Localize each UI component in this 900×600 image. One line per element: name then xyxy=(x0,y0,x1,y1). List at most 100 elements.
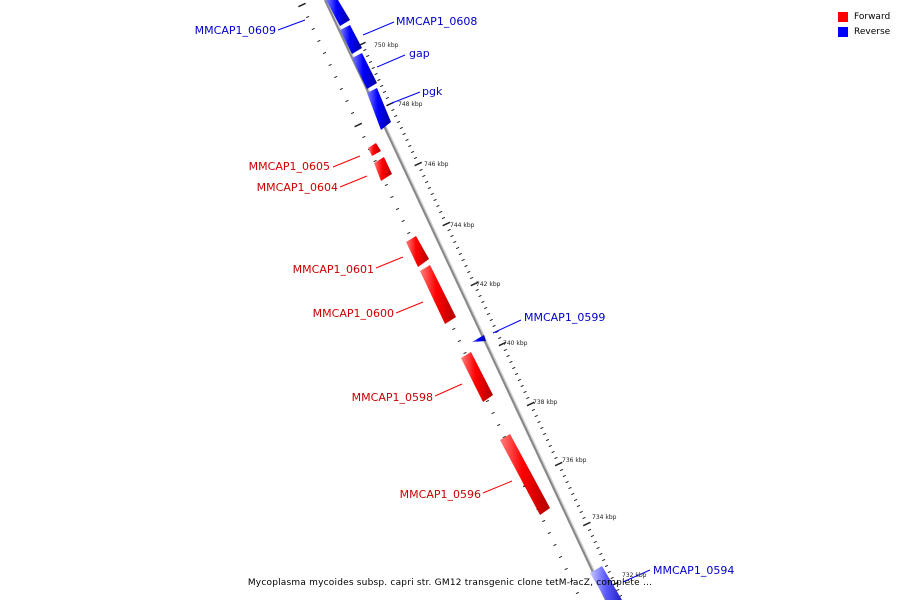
gene-label-MMCAP1_0601[interactable]: MMCAP1_0601 xyxy=(293,263,374,276)
gene-labels: MMCAP1_0609 MMCAP1_0608 gap pgk MMCAP1_0… xyxy=(195,15,735,577)
legend-reverse: Reverse xyxy=(838,24,890,39)
tick-major xyxy=(298,2,306,8)
legend-forward-label: Forward xyxy=(854,11,891,22)
gene-block-MMCAP1_0596[interactable] xyxy=(500,434,550,515)
tick-minor xyxy=(509,360,513,364)
gene-block-MMCAP1_0594[interactable] xyxy=(590,566,622,600)
gene-label-gap[interactable]: gap xyxy=(409,47,430,60)
genome-backbone-shadow xyxy=(326,0,609,600)
gene-label-MMCAP1_0599[interactable]: MMCAP1_0599 xyxy=(524,311,605,324)
tick-minor xyxy=(559,468,564,472)
tick-minor xyxy=(377,78,381,82)
tick-major xyxy=(526,401,535,407)
tick-minor xyxy=(385,96,389,100)
tick-major xyxy=(498,341,507,347)
kbp-label-746: 746 kbp xyxy=(424,161,449,168)
gene-label-MMCAP1_0608[interactable]: MMCAP1_0608 xyxy=(396,15,477,28)
tick-minor xyxy=(345,99,349,103)
tick-minor xyxy=(399,126,403,130)
tick-minor xyxy=(450,234,454,238)
kbp-label-736: 736 kbp xyxy=(562,457,587,464)
tick-minor xyxy=(422,174,426,178)
tick-minor xyxy=(322,51,327,55)
gene-label-MMCAP1_0600[interactable]: MMCAP1_0600 xyxy=(313,307,394,320)
tick-minor xyxy=(571,492,575,496)
legend-reverse-label: Reverse xyxy=(854,26,891,37)
tick-minor xyxy=(548,444,552,448)
tick-minor xyxy=(363,48,367,52)
gene-block-MMCAP1_0605[interactable] xyxy=(368,143,381,156)
tick-minor xyxy=(311,27,315,31)
tick-minor xyxy=(350,111,355,115)
gene-block-MMCAP1_0604[interactable] xyxy=(374,157,392,181)
tick-minor xyxy=(596,546,600,550)
tick-minor xyxy=(564,567,568,571)
tick-minor xyxy=(568,486,572,490)
tick-minor xyxy=(512,366,516,370)
gene-block-MMCAP1_0601[interactable] xyxy=(406,236,429,267)
kbp-label-742: 742 kbp xyxy=(476,281,501,288)
gene-label-MMCAP1_0596[interactable]: MMCAP1_0596 xyxy=(400,488,481,501)
gene-block-MMCAP1_0608[interactable] xyxy=(340,25,362,54)
tick-minor xyxy=(439,210,443,214)
tick-minor xyxy=(554,456,558,460)
tick-minor xyxy=(382,90,387,94)
gene-blocks xyxy=(326,0,622,600)
gene-block-pgk[interactable] xyxy=(367,88,391,130)
sequence-caption: Mycoplasma mycoides subsp. capri str. GM… xyxy=(247,578,653,588)
tick-minor xyxy=(575,591,580,595)
tick-minor xyxy=(395,207,400,211)
tick-minor xyxy=(469,276,474,280)
tick-minor xyxy=(547,531,551,535)
leader-MMCAP1_0601 xyxy=(375,256,404,269)
tick-minor xyxy=(534,414,538,418)
tick-minor xyxy=(368,60,373,64)
leader-MMCAP1_0596 xyxy=(482,480,513,494)
tick-major xyxy=(554,461,563,467)
leader-MMCAP1_0609 xyxy=(277,19,306,31)
tick-minor xyxy=(523,390,527,394)
tick-minor xyxy=(410,150,415,154)
gene-label-MMCAP1_0598[interactable]: MMCAP1_0598 xyxy=(352,391,433,404)
tick-minor xyxy=(587,528,592,532)
leader-lines xyxy=(277,19,651,583)
tick-minor xyxy=(441,216,446,220)
gene-block-MMCAP1_0609[interactable] xyxy=(326,0,350,26)
tick-minor xyxy=(545,438,550,442)
tick-minor xyxy=(562,474,566,478)
tick-major xyxy=(354,122,363,128)
tick-minor xyxy=(520,384,524,388)
gene-label-pgk[interactable]: pgk xyxy=(422,85,443,98)
tick-minor xyxy=(402,132,406,136)
tick-minor xyxy=(305,15,310,19)
gene-label-MMCAP1_0594[interactable]: MMCAP1_0594 xyxy=(653,564,734,577)
gene-block-MMCAP1_0600[interactable] xyxy=(420,265,456,324)
tick-major xyxy=(470,281,479,287)
tick-minor xyxy=(458,252,463,256)
leader-MMCAP1_0600 xyxy=(395,301,424,314)
tick-minor xyxy=(436,204,440,208)
tick-minor xyxy=(452,327,456,331)
gene-block-gap[interactable] xyxy=(352,53,377,89)
tick-major xyxy=(442,221,451,227)
gene-label-MMCAP1_0609[interactable]: MMCAP1_0609 xyxy=(195,24,276,37)
tick-minor xyxy=(573,498,578,502)
gene-block-MMCAP1_0598[interactable] xyxy=(461,352,493,402)
tick-minor xyxy=(514,372,519,376)
tick-minor xyxy=(537,420,541,424)
kbp-label-734: 734 kbp xyxy=(592,514,617,521)
legend-forward: Forward xyxy=(838,9,890,24)
gene-block-MMCAP1_0599[interactable] xyxy=(472,335,486,342)
kbp-labels: 750 kbp 748 kbp 746 kbp 744 kbp 742 kbp … xyxy=(374,42,647,579)
tick-minor xyxy=(407,231,411,235)
tick-minor xyxy=(457,339,462,343)
tick-minor xyxy=(380,84,384,88)
tick-minor xyxy=(489,318,493,322)
tick-minor xyxy=(384,183,388,187)
gene-label-MMCAP1_0604[interactable]: MMCAP1_0604 xyxy=(257,181,338,194)
tick-minor xyxy=(396,120,401,124)
genome-backbone xyxy=(324,0,607,600)
tick-minor xyxy=(481,300,485,304)
gene-label-MMCAP1_0605[interactable]: MMCAP1_0605 xyxy=(249,160,330,173)
